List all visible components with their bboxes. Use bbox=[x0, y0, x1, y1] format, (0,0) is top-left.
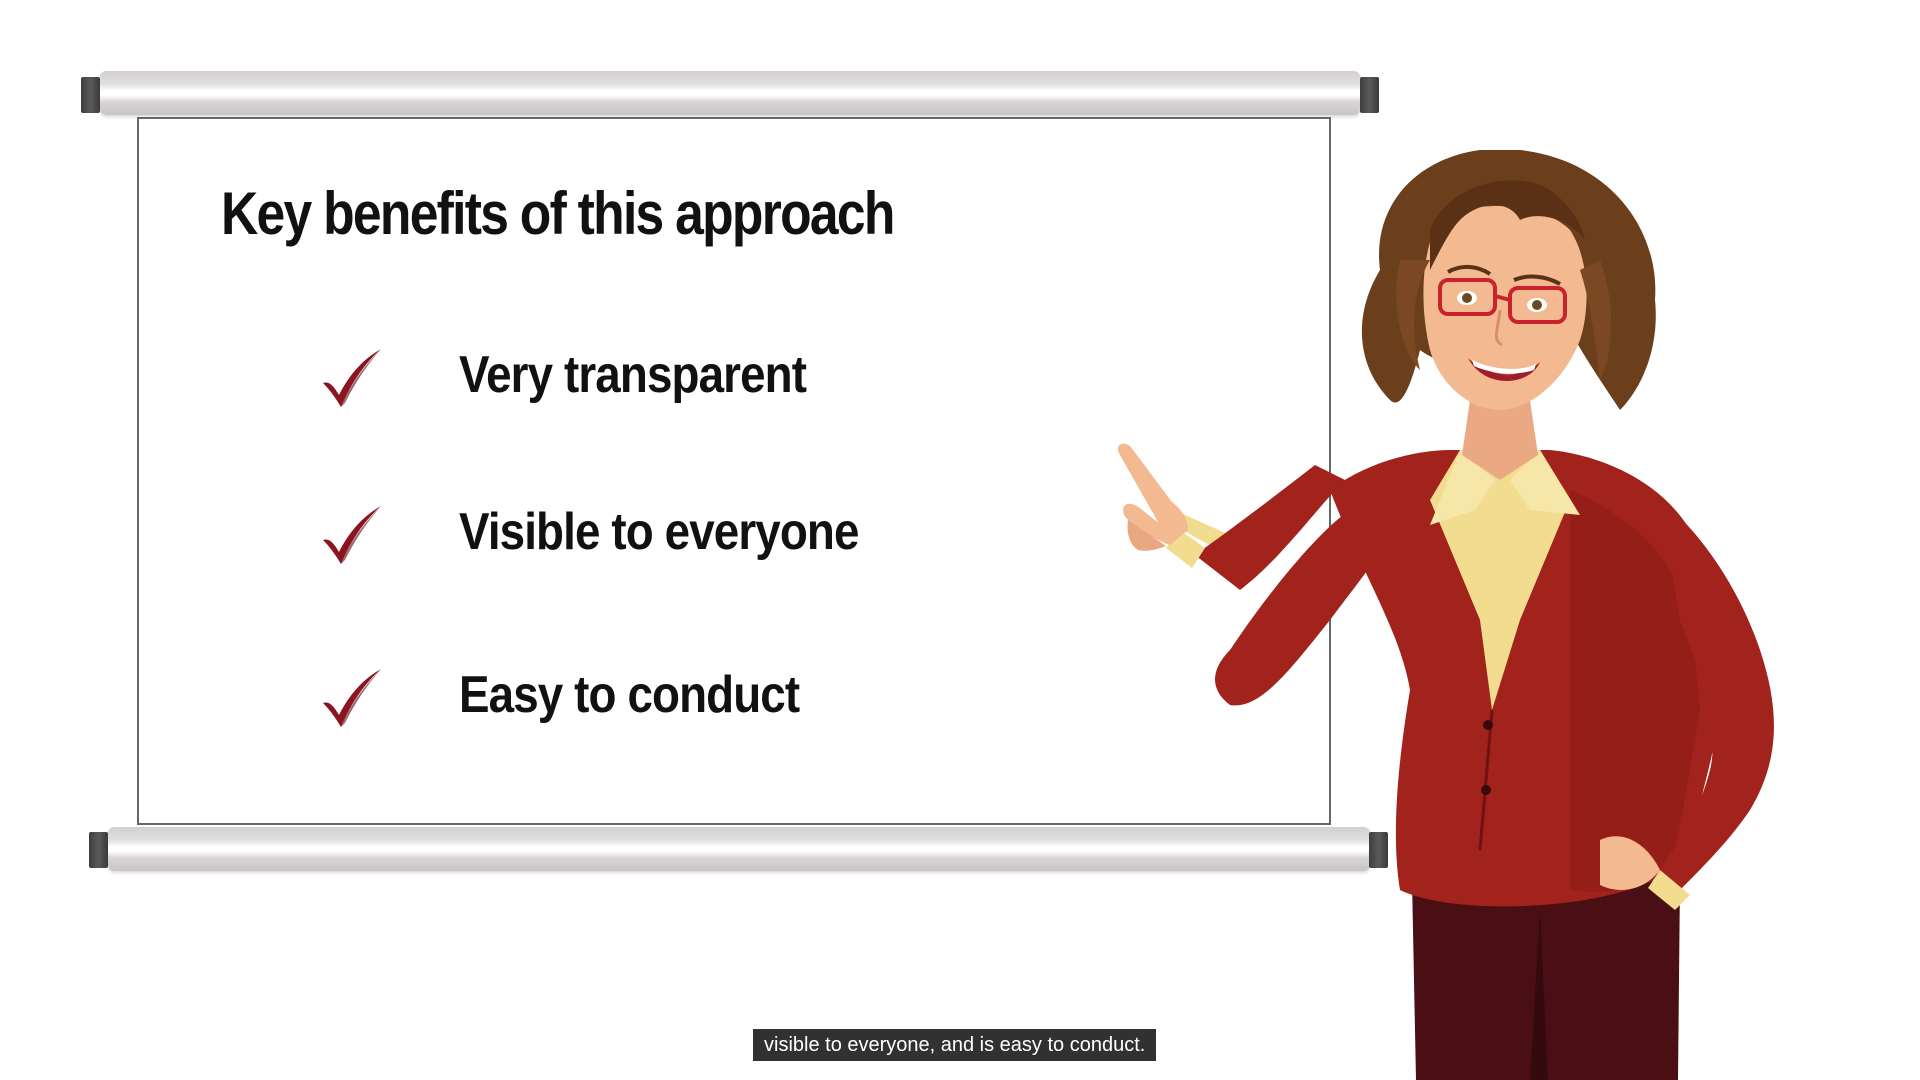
bullet-item: Visible to everyone bbox=[139, 494, 1239, 574]
checkmark-icon bbox=[323, 669, 381, 727]
slide-title: Key benefits of this approach bbox=[221, 180, 895, 247]
screen-top-roller bbox=[100, 71, 1360, 115]
screen-bottom-roller bbox=[108, 827, 1370, 871]
roller-end-cap bbox=[81, 77, 100, 113]
roller-end-cap bbox=[1369, 832, 1388, 868]
bullet-item: Very transparent bbox=[139, 337, 1239, 417]
checkmark-icon bbox=[323, 506, 381, 564]
bullet-text: Easy to conduct bbox=[459, 666, 800, 724]
checkmark-icon bbox=[323, 349, 381, 407]
presenter-illustration bbox=[1117, 150, 1774, 1080]
roller-end-cap bbox=[89, 832, 108, 868]
subtitle-caption: visible to everyone, and is easy to cond… bbox=[753, 1029, 1157, 1061]
bullet-text: Visible to everyone bbox=[459, 503, 859, 561]
roller-end-cap bbox=[1360, 77, 1379, 113]
bullet-text: Very transparent bbox=[459, 346, 807, 404]
bullet-item: Easy to conduct bbox=[139, 657, 1239, 737]
